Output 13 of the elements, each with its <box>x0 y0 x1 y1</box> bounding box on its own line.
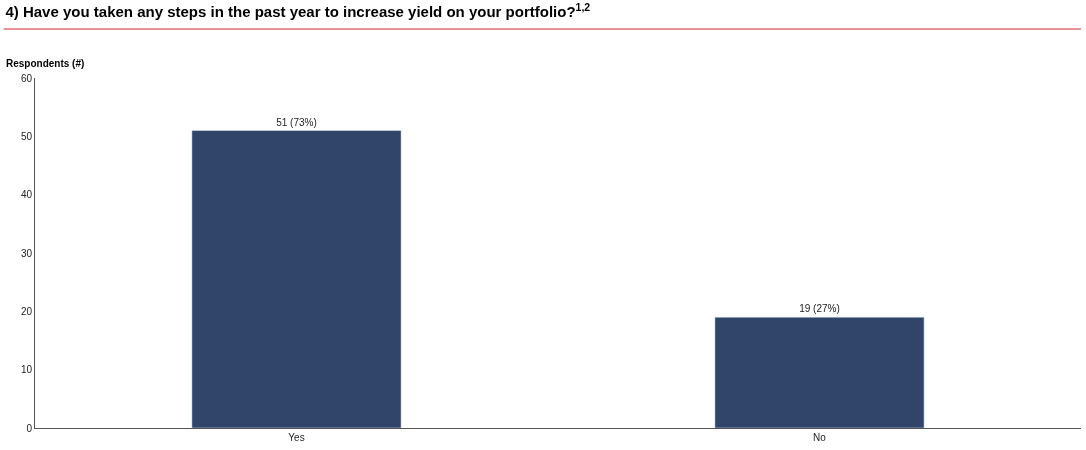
y-tick-label: 20 <box>20 305 33 317</box>
y-tick-label: 50 <box>20 130 33 142</box>
x-tick-label: No <box>813 432 827 443</box>
y-tick-label: 60 <box>20 72 33 84</box>
data-label: 51 (73%) <box>276 116 317 128</box>
y-axis-title: Respondents (#) <box>6 58 85 69</box>
y-tick-label: 40 <box>20 189 33 201</box>
chart-title: 4) Have you taken any steps in the past year to increase yield on your portfolio?$^{1,2}$ <box>5 0 591 21</box>
data-label: 19 (27%) <box>799 303 840 315</box>
y-tick-label: 0 <box>26 422 33 434</box>
x-tick-label: Yes <box>288 432 305 443</box>
y-tick-label: 10 <box>20 364 33 376</box>
y-tick-label: 30 <box>20 247 33 259</box>
